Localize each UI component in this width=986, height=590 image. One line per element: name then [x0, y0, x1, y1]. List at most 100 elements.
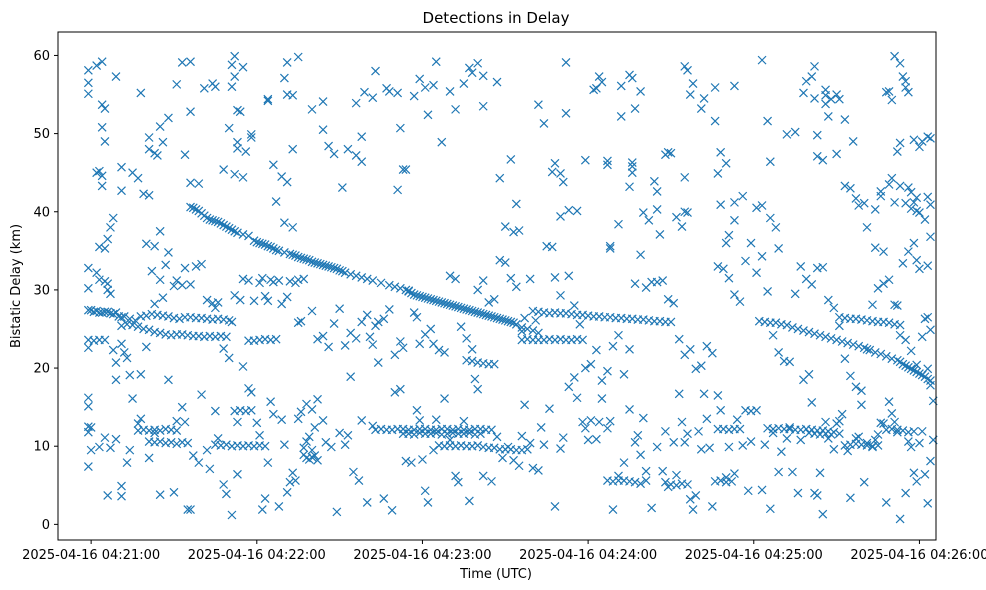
data-point — [268, 160, 278, 170]
data-point — [155, 426, 165, 436]
data-point — [285, 276, 295, 286]
data-point — [892, 147, 902, 156]
data-point — [255, 430, 264, 440]
data-point — [663, 294, 673, 304]
data-point — [291, 476, 300, 486]
data-point — [829, 444, 839, 454]
data-point — [514, 226, 524, 235]
data-point — [790, 289, 800, 299]
data-point — [807, 72, 817, 81]
data-point — [812, 491, 822, 500]
data-point — [757, 485, 767, 495]
data-point — [616, 111, 626, 121]
data-point — [810, 61, 819, 71]
data-point — [340, 440, 350, 450]
data-point — [898, 426, 908, 436]
data-point — [713, 169, 723, 178]
data-point — [249, 236, 259, 246]
data-point — [608, 505, 618, 514]
data-point — [868, 300, 877, 310]
data-point — [915, 142, 924, 152]
data-point — [326, 442, 336, 452]
data-point — [426, 294, 436, 304]
data-point — [473, 285, 483, 295]
data-point — [197, 259, 206, 269]
data-point — [694, 426, 703, 436]
data-point — [688, 505, 698, 514]
data-point — [456, 322, 466, 332]
data-point — [426, 324, 436, 334]
data-point — [252, 418, 262, 428]
data-point — [743, 486, 753, 496]
data-point — [117, 321, 126, 331]
data-point — [881, 498, 891, 507]
data-point — [473, 384, 483, 394]
data-point — [117, 312, 126, 322]
data-point — [133, 173, 143, 183]
data-point — [318, 125, 328, 135]
data-point — [409, 430, 419, 439]
data-point — [97, 122, 107, 132]
data-point — [752, 405, 761, 415]
data-point — [859, 343, 869, 353]
data-point — [917, 332, 927, 342]
data-point — [730, 469, 739, 478]
data-point — [735, 297, 745, 307]
data-point — [892, 427, 902, 437]
data-point — [409, 91, 419, 101]
data-point — [793, 488, 803, 498]
data-point — [324, 141, 334, 151]
data-point — [164, 312, 173, 321]
data-point — [313, 258, 322, 268]
data-point — [122, 458, 132, 468]
data-point — [125, 314, 135, 324]
data-point — [597, 77, 607, 87]
data-point — [923, 261, 933, 271]
data-point — [636, 250, 645, 260]
data-point — [511, 282, 521, 292]
data-point — [903, 362, 913, 372]
data-point — [608, 341, 618, 351]
data-point — [721, 473, 731, 482]
data-point — [710, 83, 720, 92]
data-point — [912, 476, 922, 486]
data-point — [898, 72, 908, 81]
data-point — [266, 397, 276, 407]
data-point — [765, 504, 775, 514]
data-point — [915, 369, 924, 378]
data-point — [119, 312, 129, 321]
data-point — [713, 390, 723, 400]
x-tick-label: 2025-04-16 04:23:00 — [353, 548, 491, 563]
data-point — [224, 123, 234, 133]
data-point — [288, 144, 298, 154]
data-point — [398, 343, 408, 353]
data-point — [630, 437, 640, 447]
data-point — [669, 298, 679, 308]
data-point — [255, 238, 264, 248]
data-point — [840, 181, 850, 191]
data-point — [128, 320, 137, 330]
data-point — [707, 348, 717, 358]
data-point — [923, 312, 933, 322]
data-point — [558, 433, 568, 443]
data-point — [111, 434, 121, 444]
data-point — [765, 213, 775, 223]
data-point — [246, 387, 256, 397]
data-point — [807, 398, 817, 407]
data-point — [854, 201, 864, 210]
data-point — [318, 416, 328, 425]
data-point — [506, 273, 516, 283]
data-point — [224, 315, 234, 325]
data-point — [106, 443, 115, 453]
data-point — [464, 428, 474, 438]
data-point — [191, 204, 201, 214]
data-point — [680, 207, 690, 217]
data-point — [473, 58, 483, 68]
data-point — [906, 364, 916, 374]
data-point — [724, 273, 734, 283]
data-point — [796, 262, 806, 271]
data-point — [589, 85, 599, 95]
data-point — [520, 400, 530, 410]
data-point — [892, 355, 902, 365]
